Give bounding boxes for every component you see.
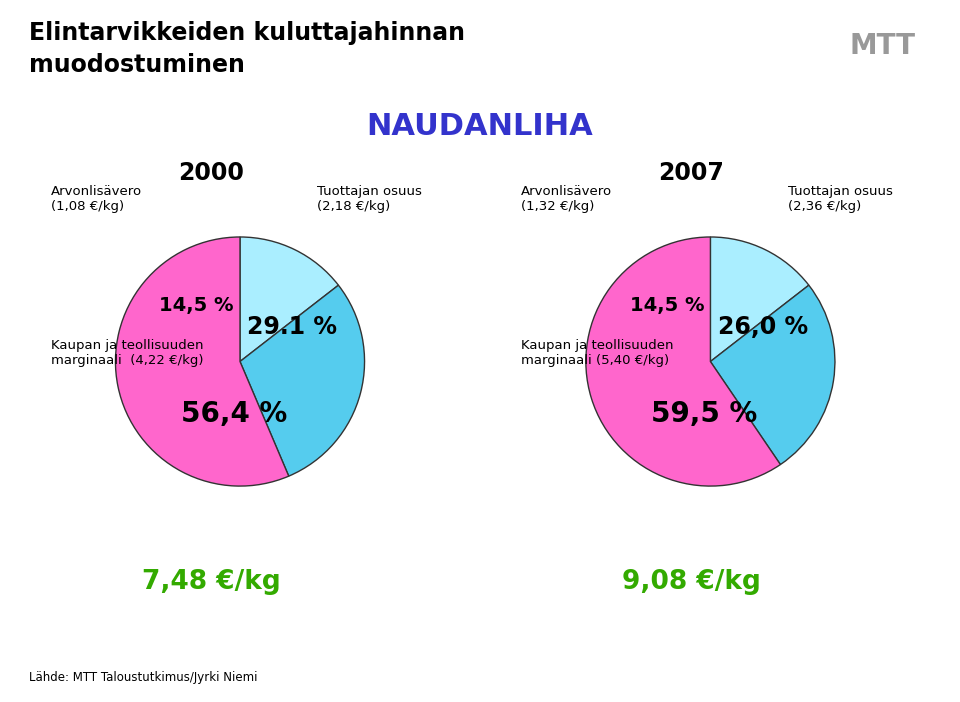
Text: MTT: MTT (850, 32, 916, 60)
Text: Kaupan ja teollisuuden
marginaali  (4,22 €/kg): Kaupan ja teollisuuden marginaali (4,22 … (51, 339, 204, 367)
Text: Lähde: MTT Taloustutkimus/Jyrki Niemi: Lähde: MTT Taloustutkimus/Jyrki Niemi (29, 671, 257, 684)
Wedge shape (710, 237, 809, 362)
Text: NAUDANLIHA: NAUDANLIHA (367, 112, 593, 141)
Wedge shape (586, 237, 780, 486)
Text: Arvonlisävero
(1,08 €/kg): Arvonlisävero (1,08 €/kg) (51, 185, 142, 213)
Text: 9,08 €/kg: 9,08 €/kg (622, 569, 760, 595)
Text: 26,0 %: 26,0 % (718, 314, 807, 338)
Text: Tuottajan osuus
(2,18 €/kg): Tuottajan osuus (2,18 €/kg) (317, 185, 422, 213)
Text: Elintarvikkeiden kuluttajahinnan
muodostuminen: Elintarvikkeiden kuluttajahinnan muodost… (29, 21, 465, 77)
Text: Tuottajan osuus
(2,36 €/kg): Tuottajan osuus (2,36 €/kg) (787, 185, 893, 213)
Text: 2007: 2007 (659, 161, 724, 185)
Wedge shape (710, 285, 835, 465)
Text: Kaupan ja teollisuuden
marginaali (5,40 €/kg): Kaupan ja teollisuuden marginaali (5,40 … (521, 339, 674, 367)
Wedge shape (240, 285, 365, 476)
Text: Arvonlisävero
(1,32 €/kg): Arvonlisävero (1,32 €/kg) (521, 185, 612, 213)
Text: 7,48 €/kg: 7,48 €/kg (142, 569, 280, 595)
Text: 14,5 %: 14,5 % (159, 296, 233, 315)
Wedge shape (115, 237, 289, 486)
Text: 56,4 %: 56,4 % (180, 400, 287, 428)
Text: 14,5 %: 14,5 % (630, 296, 704, 315)
Wedge shape (240, 237, 339, 362)
Text: 29.1 %: 29.1 % (248, 314, 337, 338)
Text: 59,5 %: 59,5 % (651, 400, 757, 428)
Text: 2000: 2000 (179, 161, 244, 185)
